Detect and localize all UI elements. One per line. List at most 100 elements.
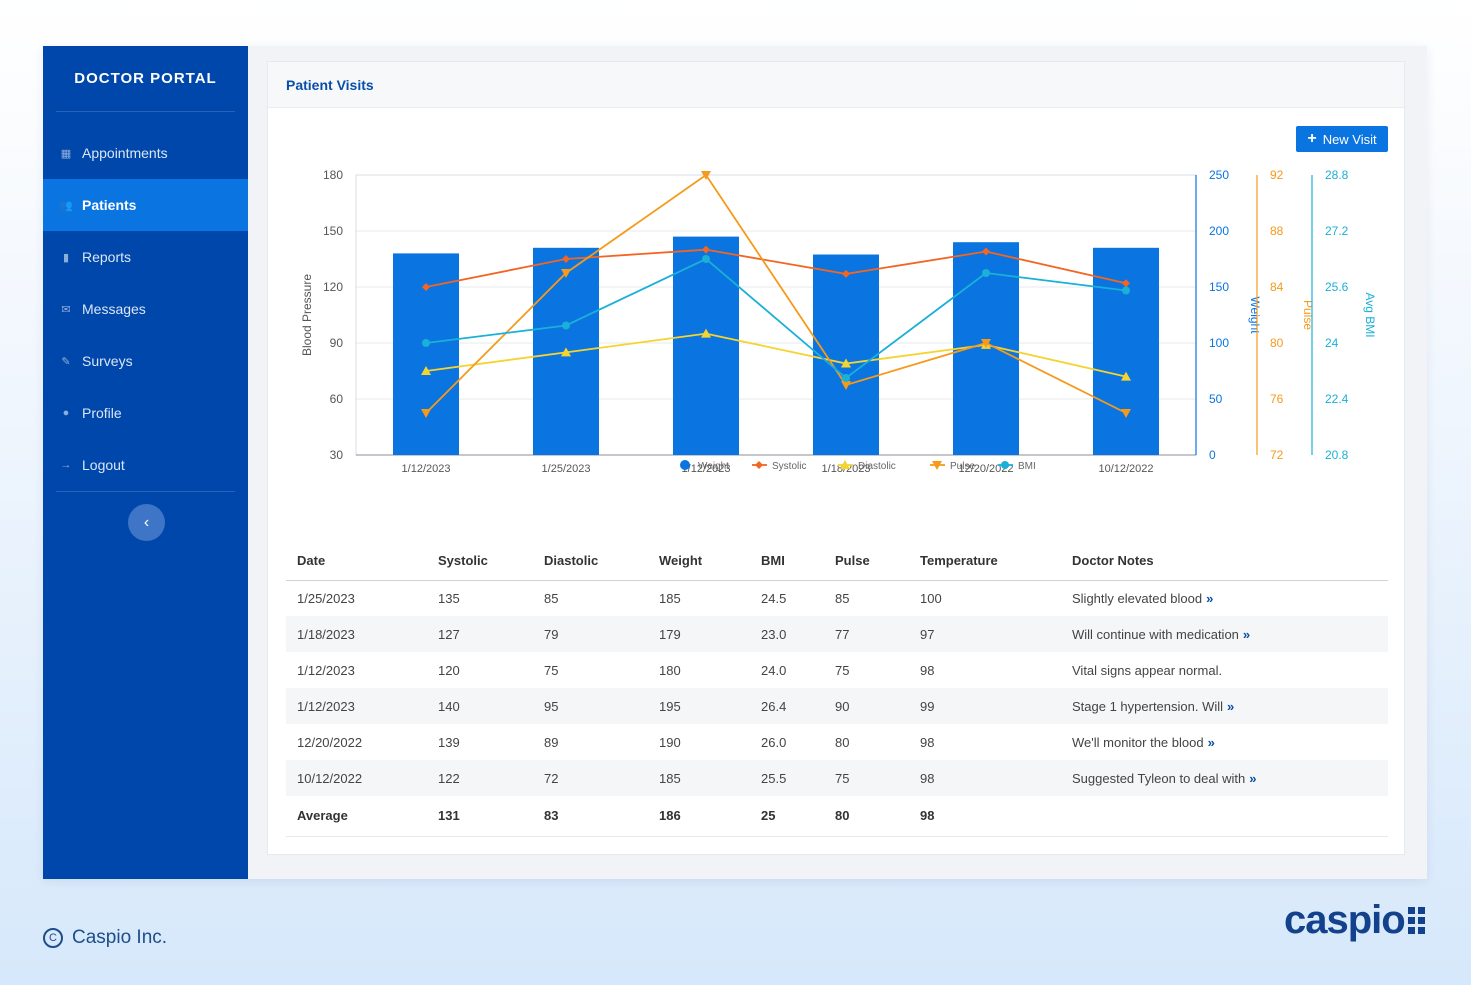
collapse-sidebar-button[interactable]: ‹: [128, 504, 165, 541]
data-point: [841, 381, 851, 390]
cell-text: Will continue with medication: [1072, 626, 1239, 642]
sidebar-divider: [56, 491, 235, 492]
table-cell: 135: [427, 580, 533, 616]
calendar-icon: ▦: [60, 147, 72, 160]
sidebar-item-reports[interactable]: ▮ Reports: [43, 231, 248, 283]
series-line: [425, 257, 1127, 380]
y-tick-label: 24: [1325, 336, 1339, 350]
copyright-icon: C: [43, 928, 63, 948]
cell-text: 99: [920, 698, 935, 714]
y-axis-title: Pulse: [1301, 300, 1315, 330]
new-visit-label: New Visit: [1322, 131, 1377, 147]
x-tick-label: 10/12/2022: [1098, 463, 1153, 475]
sidebar-item-patients[interactable]: 👥 Patients: [43, 179, 248, 231]
sidebar-item-appointments[interactable]: ▦ Appointments: [43, 127, 248, 179]
cell-text: 10/12/2022: [297, 770, 363, 786]
legend-marker: [932, 461, 942, 470]
table-cell: 1/18/2023: [286, 616, 427, 652]
data-point: [982, 247, 990, 256]
cell-text: 80: [835, 734, 850, 750]
y-tick-label: 84: [1270, 280, 1284, 294]
column-header[interactable]: Weight: [648, 542, 750, 581]
visits-table: Date Systolic Diastolic Weight BMI Pulse Tempe…: [286, 542, 1388, 837]
data-point: [562, 321, 570, 330]
copyright-text: Caspio Inc.: [72, 927, 168, 948]
legend-label: BMI: [1018, 461, 1036, 472]
table-cell: 90: [824, 688, 909, 724]
table-cell: Will continue with medication»: [1061, 616, 1388, 652]
sidebar-item-label: Logout: [82, 457, 125, 473]
table-cell: 26.4: [750, 688, 824, 724]
cell-text: 98: [920, 770, 935, 786]
column-header[interactable]: Date: [286, 542, 427, 581]
average-cell: 98: [909, 796, 1061, 837]
cell-text: 135: [438, 590, 460, 606]
sidebar-item-logout[interactable]: → Logout: [43, 439, 248, 491]
table-row: 10/12/2022 122 72 185 25.5 75 98 Suggested Tyle…: [286, 760, 1388, 796]
column-header[interactable]: Systolic: [427, 542, 533, 581]
table-cell: 185: [648, 580, 750, 616]
data-point: [701, 328, 711, 338]
table-cell: 85: [824, 580, 909, 616]
legend-label: Pulse: [950, 461, 975, 472]
table-cell: 100: [909, 580, 1061, 616]
table-cell: 75: [824, 652, 909, 688]
sidebar-item-surveys[interactable]: ✎ Surveys: [43, 335, 248, 387]
legend-marker: [1001, 461, 1009, 469]
column-header[interactable]: BMI: [750, 542, 824, 581]
file-icon: ▮: [62, 251, 70, 264]
y-tick-label: 150: [323, 224, 343, 238]
x-tick-label: 1/12/2023: [402, 463, 451, 475]
expand-note-link[interactable]: »: [1242, 626, 1251, 642]
arrow-right-icon: →: [60, 459, 72, 471]
cell-text: 25.5: [761, 770, 787, 786]
expand-note-link[interactable]: »: [1207, 734, 1215, 750]
edit-icon: ✎: [61, 355, 71, 368]
table-cell: 1/12/2023: [286, 652, 427, 688]
y-tick-label: 22.4: [1325, 392, 1349, 406]
table-cell: 85: [533, 580, 648, 616]
y-axis-title: Blood Pressure: [300, 274, 314, 356]
average-cell: 186: [648, 796, 750, 837]
new-visit-button[interactable]: + New Visit: [1296, 126, 1388, 152]
table-cell: 98: [909, 724, 1061, 760]
table-cell: 1/25/2023: [286, 580, 427, 616]
table-cell: 195: [648, 688, 750, 724]
table-cell: 24.0: [750, 652, 824, 688]
cell-text: 127: [438, 626, 460, 642]
cell-text: We'll monitor the blood: [1072, 734, 1204, 750]
expand-note-link[interactable]: »: [1227, 698, 1235, 714]
cell-text: 95: [544, 698, 559, 714]
table-cell: 95: [533, 688, 648, 724]
table-cell: 79: [533, 616, 648, 652]
plus-icon: +: [1307, 130, 1317, 147]
cell-text: 1/12/2023: [297, 698, 355, 714]
user-icon: ●: [62, 407, 70, 419]
column-header[interactable]: Pulse: [824, 542, 909, 581]
sidebar-item-label: Surveys: [82, 353, 133, 369]
table-cell: 99: [909, 688, 1061, 724]
table-cell: Suggested Tyleon to deal with»: [1061, 760, 1388, 796]
average-cell: 131: [427, 796, 533, 837]
data-point: [421, 409, 431, 418]
series-line: [425, 248, 1127, 288]
sidebar-item-messages[interactable]: ✉ Messages: [43, 283, 248, 335]
y-tick-label: 72: [1270, 448, 1284, 462]
expand-note-link[interactable]: »: [1206, 590, 1214, 606]
expand-note-link[interactable]: »: [1249, 770, 1257, 786]
y-tick-label: 250: [1209, 168, 1229, 182]
data-point: [422, 339, 430, 347]
column-header[interactable]: Temperature: [909, 542, 1061, 581]
table-average-row: Average 131 83 186 25 80 98: [286, 796, 1388, 837]
cell-text: 75: [544, 662, 559, 678]
cell-text: 185: [659, 590, 681, 606]
data-point: [702, 245, 710, 254]
column-header[interactable]: Diastolic: [533, 542, 648, 581]
y-tick-label: 92: [1270, 168, 1284, 182]
cell-text: 12/20/2022: [297, 734, 363, 750]
data-point: [421, 366, 431, 375]
table-row: 1/25/2023 135 85 185 24.5 85 100 Slightly eleva…: [286, 580, 1388, 616]
cell-text: 195: [659, 698, 681, 714]
column-header[interactable]: Doctor Notes: [1061, 542, 1388, 581]
sidebar-item-profile[interactable]: ● Profile: [43, 387, 248, 439]
